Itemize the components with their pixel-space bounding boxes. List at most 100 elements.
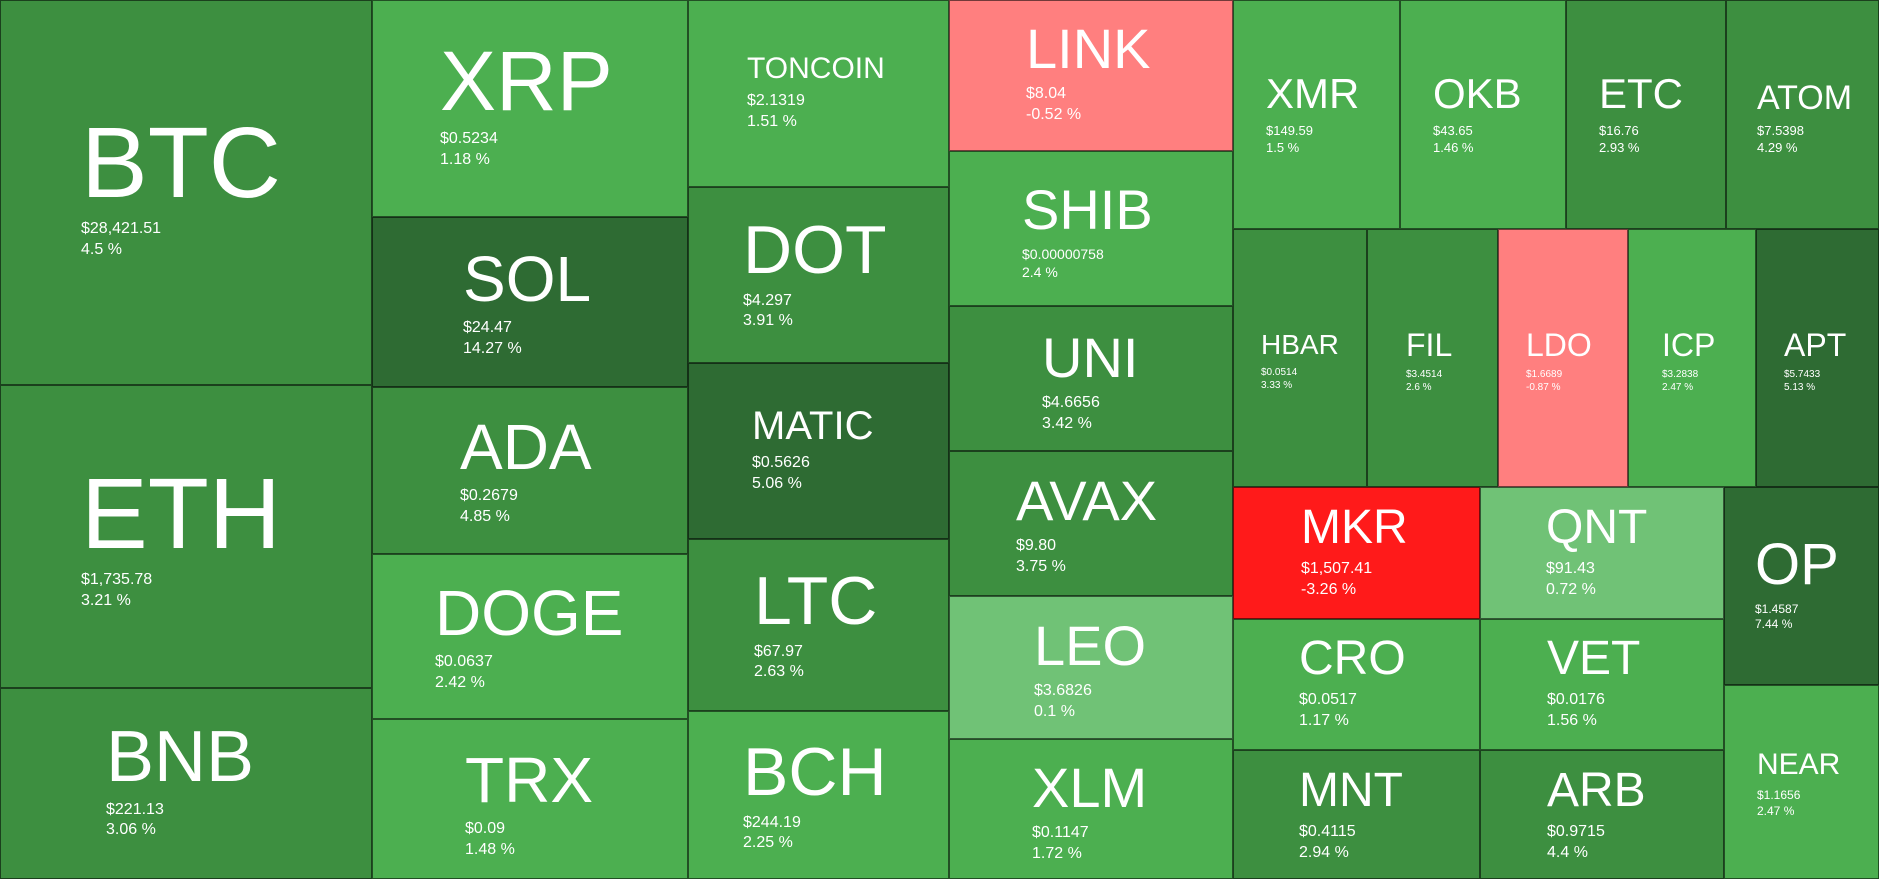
tile-symbol: CRO: [1299, 632, 1406, 685]
tile-ltc[interactable]: LTC $67.97 2.63 %: [688, 539, 949, 711]
tile-symbol: BTC: [81, 107, 281, 219]
tile-hbar[interactable]: HBAR $0.0514 3.33 %: [1233, 229, 1367, 487]
tile-change: 1.46 %: [1433, 140, 1474, 156]
tile-symbol: MKR: [1301, 501, 1408, 554]
tile-shib[interactable]: SHIB $0.00000758 2.4 %: [949, 151, 1233, 306]
tile-price: $9.80: [1016, 536, 1057, 554]
tile-price: $0.1147: [1032, 823, 1089, 841]
tile-symbol: ADA: [460, 411, 592, 483]
tile-symbol: LEO: [1034, 614, 1147, 677]
tile-leo[interactable]: LEO $3.6826 0.1 %: [949, 596, 1233, 739]
tile-change: 1.17 %: [1299, 711, 1349, 729]
tile-price: $0.4115: [1299, 823, 1356, 841]
tile-price: $1.4587: [1755, 601, 1799, 616]
tile-change: 3.75 %: [1016, 557, 1066, 575]
tile-price: $3.2838: [1662, 369, 1699, 381]
tile-near[interactable]: NEAR $1.1656 2.47 %: [1724, 685, 1879, 879]
tile-bnb[interactable]: BNB $221.13 3.06 %: [0, 688, 372, 879]
tile-change: 2.25 %: [743, 834, 793, 852]
tile-btc[interactable]: BTC $28,421.51 4.5 %: [0, 0, 372, 385]
tile-change: 2.94 %: [1299, 843, 1349, 861]
tile-price: $91.43: [1546, 560, 1595, 578]
tile-change: 4.5 %: [81, 240, 122, 258]
tile-xmr[interactable]: XMR $149.59 1.5 %: [1233, 0, 1400, 229]
tile-bch[interactable]: BCH $244.19 2.25 %: [688, 711, 949, 879]
tile-icp[interactable]: ICP $3.2838 2.47 %: [1628, 229, 1756, 487]
tile-symbol: APT: [1784, 327, 1847, 363]
tile-atom[interactable]: ATOM $7.5398 4.29 %: [1726, 0, 1879, 229]
tile-change: 1.18 %: [440, 151, 490, 169]
tile-matic[interactable]: MATIC $0.5626 5.06 %: [688, 363, 949, 539]
tile-price: $4.6656: [1042, 393, 1100, 411]
tile-apt[interactable]: APT $5.7433 5.13 %: [1756, 229, 1879, 487]
tile-change: 3.06 %: [106, 821, 156, 839]
tile-symbol: XMR: [1266, 70, 1360, 117]
tile-mnt[interactable]: MNT $0.4115 2.94 %: [1233, 750, 1480, 879]
tile-price: $16.76: [1599, 123, 1639, 139]
tile-price: $67.97: [754, 642, 803, 660]
tile-price: $0.0637: [435, 652, 493, 670]
tile-symbol: SHIB: [1022, 178, 1153, 241]
tile-symbol: LTC: [754, 563, 878, 639]
tile-op[interactable]: OP $1.4587 7.44 %: [1724, 487, 1879, 685]
tile-fil[interactable]: FIL $3.4514 2.6 %: [1367, 229, 1498, 487]
tile-change: 1.48 %: [465, 840, 515, 858]
tile-mkr[interactable]: MKR $1,507.41 -3.26 %: [1233, 487, 1480, 619]
tile-qnt[interactable]: QNT $91.43 0.72 %: [1480, 487, 1724, 619]
tile-change: 3.42 %: [1042, 414, 1092, 432]
tile-link[interactable]: LINK $8.04 -0.52 %: [949, 0, 1233, 151]
tile-price: $0.5626: [752, 454, 810, 472]
tile-etc[interactable]: ETC $16.76 2.93 %: [1566, 0, 1726, 229]
tile-change: 1.5 %: [1266, 140, 1300, 156]
tile-symbol: MNT: [1299, 764, 1403, 817]
tile-sol[interactable]: SOL $24.47 14.27 %: [372, 217, 688, 387]
tile-change: 14.27 %: [463, 339, 522, 357]
tile-change: 3.91 %: [743, 312, 793, 330]
tile-ldo[interactable]: LDO $1.6689 -0.87 %: [1498, 229, 1628, 487]
tile-vet[interactable]: VET $0.0176 1.56 %: [1480, 619, 1724, 750]
tile-price: $0.0517: [1299, 691, 1357, 709]
tile-eth[interactable]: ETH $1,735.78 3.21 %: [0, 385, 372, 688]
tile-change: 1.56 %: [1547, 711, 1597, 729]
tile-price: $2.1319: [747, 92, 805, 110]
tile-change: 3.21 %: [81, 591, 131, 609]
tile-toncoin[interactable]: TONCOIN $2.1319 1.51 %: [688, 0, 949, 187]
tile-change: 2.47 %: [1662, 382, 1694, 394]
tile-change: 1.51 %: [747, 113, 797, 131]
tile-price: $221.13: [106, 800, 164, 818]
tile-price: $1.6689: [1526, 369, 1563, 381]
tile-price: $1,507.41: [1301, 560, 1373, 578]
tile-price: $28,421.51: [81, 220, 162, 237]
tile-doge[interactable]: DOGE $0.0637 2.42 %: [372, 554, 688, 719]
tile-symbol: DOT: [743, 212, 887, 288]
tile-change: 2.6 %: [1406, 382, 1432, 394]
tile-change: 7.44 %: [1755, 617, 1793, 632]
tile-cro[interactable]: CRO $0.0517 1.17 %: [1233, 619, 1480, 750]
tile-avax[interactable]: AVAX $9.80 3.75 %: [949, 451, 1233, 596]
tile-change: 0.1 %: [1034, 702, 1075, 720]
tile-symbol: ETC: [1599, 70, 1683, 117]
tile-symbol: HBAR: [1261, 329, 1339, 360]
tile-symbol: MATIC: [752, 404, 874, 448]
tile-change: 4.4 %: [1547, 843, 1588, 861]
tile-change: 2.42 %: [435, 673, 485, 691]
tile-trx[interactable]: TRX $0.09 1.48 %: [372, 719, 688, 879]
tile-price: $4.297: [743, 291, 792, 309]
tile-dot[interactable]: DOT $4.297 3.91 %: [688, 187, 949, 363]
tile-price: $1.1656: [1757, 788, 1801, 803]
tile-uni[interactable]: UNI $4.6656 3.42 %: [949, 306, 1233, 451]
tile-xlm[interactable]: XLM $0.1147 1.72 %: [949, 739, 1233, 879]
tile-price: $244.19: [743, 813, 801, 831]
tile-symbol: ATOM: [1757, 79, 1853, 117]
tile-arb[interactable]: ARB $0.9715 4.4 %: [1480, 750, 1724, 879]
tile-okb[interactable]: OKB $43.65 1.46 %: [1400, 0, 1566, 229]
tile-price: $3.6826: [1034, 681, 1092, 699]
tile-change: 2.93 %: [1599, 140, 1640, 156]
tile-symbol: BCH: [743, 734, 887, 810]
tile-ada[interactable]: ADA $0.2679 4.85 %: [372, 387, 688, 554]
tile-xrp[interactable]: XRP $0.5234 1.18 %: [372, 0, 688, 217]
tile-symbol: TRX: [465, 744, 593, 816]
tile-symbol: ICP: [1662, 327, 1716, 363]
tile-change: 1.72 %: [1032, 844, 1082, 862]
tile-symbol: ETH: [81, 458, 281, 570]
